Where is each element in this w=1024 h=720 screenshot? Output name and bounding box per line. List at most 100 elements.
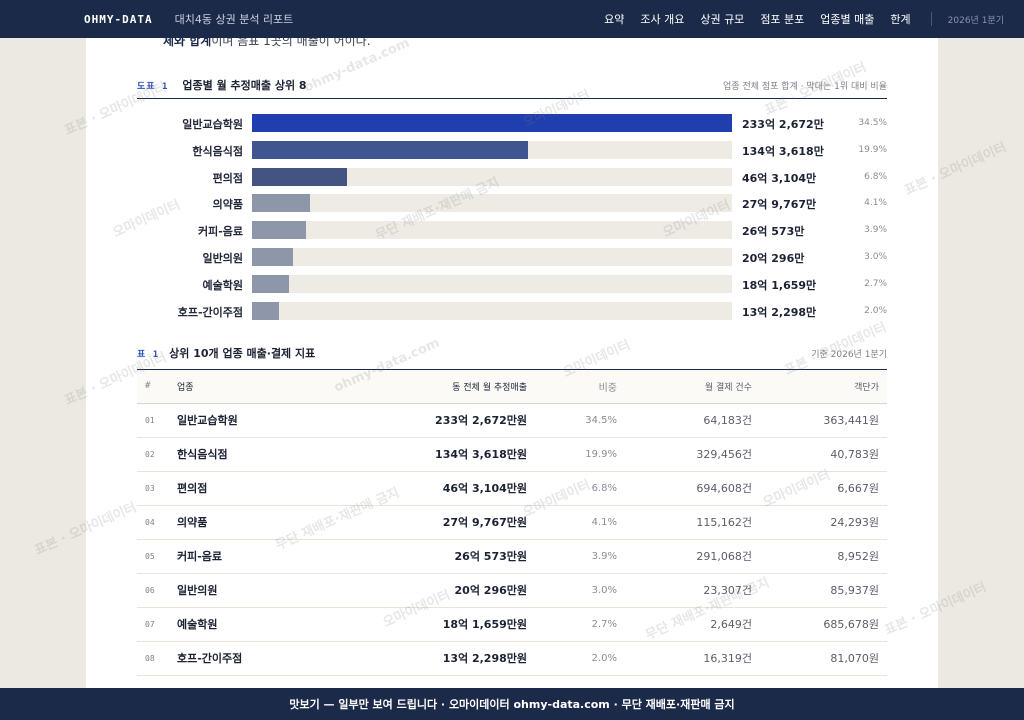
report-sheet: 체와 합계이며 음표 1곳의 매출이 어이다. 도표 1 업종별 월 추정매출 … [86,38,938,688]
brand-logo[interactable]: OHMY-DATA [84,12,153,26]
table-divider [137,369,887,370]
period-label: 2026년 1분기 [947,15,1004,26]
row-count: 291,068건 [617,539,752,574]
preview-notice-bar: 맛보기 — 일부만 보여 드립니다 · 오마이데이터 ohmy-data.com… [0,688,1024,720]
row-avg-price: 685,678원 [752,607,887,642]
row-industry: 커피-음료 [177,539,357,574]
row-industry: 한식음식점 [177,437,357,472]
bar [252,167,348,186]
row-count: 16,319건 [617,641,752,676]
col-header-share: 비중 [527,370,617,404]
bar-value-label: 27억 9,767만 [742,198,817,212]
bar-category-label: 편의점 [212,171,243,185]
table-title: 상위 10개 업종 매출·결제 지표 [169,347,316,360]
row-sales: 134억 3,618만원 [357,437,527,472]
bar [252,221,306,240]
row-count: 694,608건 [617,471,752,506]
bar-value-label: 13억 2,298만 [742,305,817,319]
row-rank: 01 [137,403,177,438]
row-industry: 일반교습학원 [177,403,357,438]
bar-share-label: 6.8% [864,171,887,182]
row-industry: 호프-간이주점 [177,641,357,676]
col-header-sales: 동 전체 월 추정매출 [357,370,527,404]
top-navigation-bar: OHMY-DATA 대치4동 상권 분석 리포트 요약 조사 개요 상권 규모 … [0,0,1024,38]
row-avg-price: 40,783원 [752,437,887,472]
row-rank: 07 [137,607,177,642]
row-share: 3.0% [527,573,617,608]
table-row: 08 호프-간이주점 13억 2,298만원 2.0% 16,319건 81,070원 [137,641,887,676]
bar-track [252,274,732,293]
intro-paragraph: 체와 합계이며 음표 1곳의 매출이 어이다. [163,38,371,49]
row-share: 3.9% [527,539,617,574]
row-industry: 예술학원 [177,607,357,642]
nav-item-store-distribution[interactable]: 점포 분포 [760,13,805,26]
bar-track [252,248,732,266]
table-row: 01 일반교습학원 233억 2,672만원 34.5% 64,183건 363,441원 [137,403,887,438]
figure-title: 업종별 월 추정매출 상위 8 [182,79,307,92]
bar-share-label: 2.0% [864,305,887,316]
row-sales: 13억 2,298만원 [357,641,527,676]
bar-track [252,194,732,213]
row-sales: 26억 573만원 [357,539,527,574]
bar-value-label: 26억 573만 [742,225,805,239]
table-row: 04 의약품 27억 9,767만원 4.1% 115,162건 24,293원 [137,505,887,540]
row-avg-price: 6,667원 [752,471,887,506]
row-sales: 46억 3,104만원 [357,471,527,506]
table-row: 02 한식음식점 134억 3,618만원 19.9% 329,456건 40,783원 [137,437,887,472]
col-header-count: 월 결제 건수 [617,370,752,404]
industry-metrics-table: # 업종 동 전체 월 추정매출 비중 월 결제 건수 객단가 01 일반교습학원… [137,370,887,676]
nav-item-market-size[interactable]: 상권 규모 [700,13,745,26]
table-row: 05 커피-음료 26억 573만원 3.9% 291,068건 8,952원 [137,539,887,574]
row-sales: 27억 9,767만원 [357,505,527,540]
row-rank: 06 [137,573,177,608]
row-share: 4.1% [527,505,617,540]
bar-value-label: 46억 3,104만 [742,171,817,185]
bar [252,248,294,266]
bar-share-label: 3.0% [864,252,887,262]
row-count: 115,162건 [617,505,752,540]
row-avg-price: 81,070원 [752,641,887,676]
bar-category-label: 의약품 [212,198,243,212]
bar [252,301,280,320]
row-rank: 04 [137,505,177,540]
bar [252,140,529,159]
row-sales: 18억 1,659만원 [357,607,527,642]
bar-share-label: 2.7% [864,278,887,289]
preview-notice-text: 맛보기 — 일부만 보여 드립니다 · 오마이데이터 ohmy-data.com… [289,698,735,711]
sales-bar-chart: 일반교습학원 233억 2,672만 34.5% 한식음식점 134억 3,618만 19… [137,110,887,322]
table-header: 표 1 상위 10개 업종 매출·결제 지표 기준 2026년 1분기 [137,345,887,361]
intro-rest-text: 이며 음표 1곳의 매출이 어이다. [211,38,371,48]
bar [252,274,290,293]
bar-value-label: 134억 3,618만 [742,144,824,158]
bar-value-label: 18억 1,659만 [742,278,817,292]
row-share: 2.0% [527,641,617,676]
row-count: 23,307건 [617,573,752,608]
nav-item-survey-overview[interactable]: 조사 개요 [640,13,685,26]
nav-item-summary[interactable]: 요약 [604,13,625,26]
section-nav: 요약 조사 개요 상권 규모 점포 분포 업종별 매출 한계 2026년 1분기 [604,11,1004,27]
bar-category-label: 예술학원 [202,278,243,292]
nav-item-limitations[interactable]: 한계 [890,13,911,26]
row-share: 2.7% [527,607,617,642]
bar-track [252,301,732,320]
col-header-industry: 업종 [177,370,357,404]
row-avg-price: 85,937원 [752,573,887,608]
row-count: 2,649건 [617,607,752,642]
table-row: 07 예술학원 18억 1,659만원 2.7% 2,649건 685,678원 [137,607,887,642]
table-row: 06 일반의원 20억 296만원 3.0% 23,307건 85,937원 [137,573,887,608]
figure-tag: 도표 1 [137,82,169,92]
row-industry: 일반의원 [177,573,357,608]
row-avg-price: 363,441원 [752,403,887,438]
col-header-avg-price: 객단가 [752,370,887,404]
bar [252,194,310,213]
bar-category-label: 커피-음료 [197,225,243,239]
row-count: 64,183건 [617,403,752,438]
nav-item-sales-by-industry[interactable]: 업종별 매출 [820,13,875,26]
bar-share-label: 3.9% [864,225,887,236]
row-rank: 03 [137,471,177,506]
table-note: 기준 2026년 1분기 [811,350,887,360]
bar-share-label: 4.1% [864,198,887,209]
table-row: 03 편의점 46억 3,104만원 6.8% 694,608건 6,667원 [137,471,887,506]
bar-value-label: 233억 2,672만 [742,118,824,131]
row-count: 329,456건 [617,437,752,472]
